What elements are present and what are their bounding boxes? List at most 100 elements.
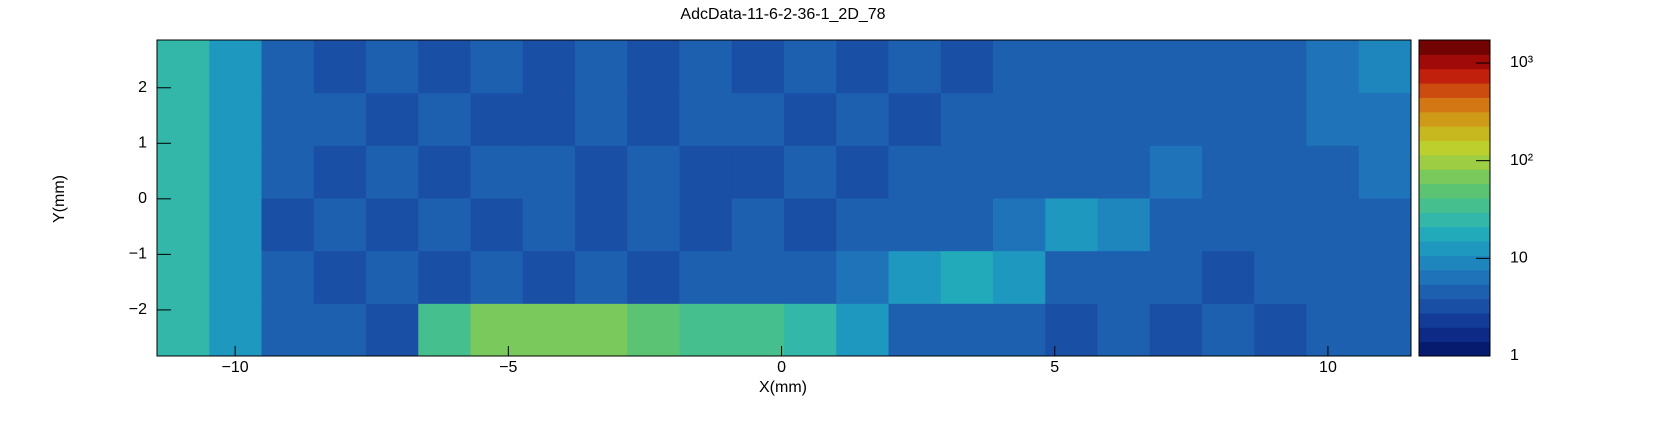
- chart-title: AdcData-11-6-2-36-1_2D_78: [680, 6, 885, 23]
- heatmap-cell: [627, 250, 680, 304]
- heatmap-cell: [1254, 92, 1307, 146]
- heatmap-cell: [940, 303, 994, 357]
- heatmap-cell: [1306, 303, 1360, 357]
- heatmap-cell: [209, 250, 262, 304]
- heatmap-cell: [209, 198, 262, 252]
- heatmap-cell: [575, 145, 628, 199]
- colorbar-step: [1419, 83, 1490, 98]
- heatmap-cell: [575, 198, 628, 252]
- heatmap-cell: [1149, 92, 1203, 146]
- heatmap-cell: [470, 92, 524, 146]
- x-tick-label: 0: [777, 359, 786, 376]
- heatmap-cell: [940, 145, 994, 199]
- colorbar-step: [1419, 298, 1490, 314]
- heatmap-cell: [261, 250, 315, 304]
- heatmap-cell: [993, 198, 1046, 252]
- heatmap-cell: [313, 303, 367, 357]
- heatmap-cell: [1306, 40, 1360, 94]
- heatmap-cell: [888, 40, 942, 94]
- heatmap-cell: [836, 92, 889, 146]
- heatmap-cell: [157, 250, 210, 304]
- colorbar-step: [1419, 183, 1490, 199]
- heatmap-cell: [261, 92, 315, 146]
- heatmap-cell: [418, 198, 471, 252]
- colorbar-step: [1419, 327, 1490, 343]
- colorbar-step: [1419, 312, 1490, 328]
- y-axis-label: Y(mm): [51, 175, 68, 223]
- x-tick-label: 5: [1050, 359, 1059, 376]
- heatmap-cell: [157, 40, 210, 94]
- heatmap-cell: [522, 198, 576, 252]
- heatmap-cell: [522, 145, 576, 199]
- heatmap-cell: [522, 92, 576, 146]
- heatmap-cell: [1097, 198, 1151, 252]
- heatmap-cell: [836, 145, 889, 199]
- heatmap-cell: [1202, 303, 1255, 357]
- y-tick-label: −1: [129, 246, 147, 263]
- heatmap-cell: [313, 92, 367, 146]
- colorbar-step: [1419, 284, 1490, 300]
- heatmap-cell: [1202, 92, 1255, 146]
- heatmap-cell: [1358, 92, 1412, 146]
- heatmap-cell: [993, 145, 1046, 199]
- colorbar-step: [1419, 241, 1490, 256]
- heatmap-cell: [1149, 250, 1203, 304]
- colorbar-frame: [1418, 39, 1491, 357]
- heatmap-cell: [731, 40, 785, 94]
- heatmap-cell: [836, 250, 889, 304]
- heatmap-cell: [157, 145, 210, 199]
- heatmap-cell: [1358, 303, 1412, 357]
- heatmap-cell: [157, 92, 210, 146]
- heatmap-cell: [1097, 145, 1151, 199]
- heatmap-cell: [418, 92, 471, 146]
- heatmap-cell: [313, 145, 367, 199]
- heatmap-cell: [470, 40, 524, 94]
- heatmap-cell: [1254, 40, 1307, 94]
- heatmap-cell: [1149, 303, 1203, 357]
- heatmap-cell: [1254, 250, 1307, 304]
- heatmap-cell: [470, 198, 524, 252]
- x-tick-label: −10: [222, 359, 249, 376]
- heatmap-cell: [1358, 198, 1412, 252]
- heatmap-cell: [1306, 198, 1360, 252]
- colorbar-step: [1419, 198, 1490, 213]
- colorbar-tick-label: 1: [1510, 347, 1519, 364]
- colorbar-tick-label: 10³: [1510, 54, 1534, 71]
- heatmap-cell: [993, 303, 1046, 357]
- heatmap-cell: [888, 92, 942, 146]
- heatmap-cell: [784, 40, 837, 94]
- heatmap-cell: [575, 303, 628, 357]
- heatmap-cell: [731, 92, 785, 146]
- heatmap-cell: [836, 198, 889, 252]
- heatmap-cell: [209, 40, 262, 94]
- heatmap-cell: [1149, 145, 1203, 199]
- colorbar-step: [1419, 40, 1490, 55]
- heatmap-cell: [522, 40, 576, 94]
- heatmap-cell: [940, 198, 994, 252]
- heatmap-cell: [1097, 92, 1151, 146]
- heatmap-cell: [470, 145, 524, 199]
- y-tick-label: 0: [138, 190, 147, 207]
- heatmap-cell: [418, 250, 471, 304]
- heatmap-cell: [366, 198, 419, 252]
- heatmap-cell: [627, 303, 680, 357]
- heatmap-cell: [261, 303, 315, 357]
- heatmap-cell: [679, 198, 733, 252]
- heatmap-cell: [679, 145, 733, 199]
- heatmap-cell: [261, 40, 315, 94]
- heatmap-cell: [1202, 40, 1255, 94]
- heatmap-cell: [679, 92, 733, 146]
- heatmap-cell: [522, 250, 576, 304]
- x-tick-label: −5: [499, 359, 517, 376]
- colorbar-step: [1419, 226, 1490, 242]
- heatmap-cell: [157, 198, 210, 252]
- heatmap-cell: [575, 92, 628, 146]
- heatmap-cell: [1045, 145, 1098, 199]
- heatmap-cell: [1149, 40, 1203, 94]
- heatmap-cell: [940, 40, 994, 94]
- heatmap-cell: [313, 40, 367, 94]
- colorbar-step: [1419, 111, 1490, 127]
- heatmap-cell: [366, 145, 419, 199]
- heatmap-cell: [1045, 250, 1098, 304]
